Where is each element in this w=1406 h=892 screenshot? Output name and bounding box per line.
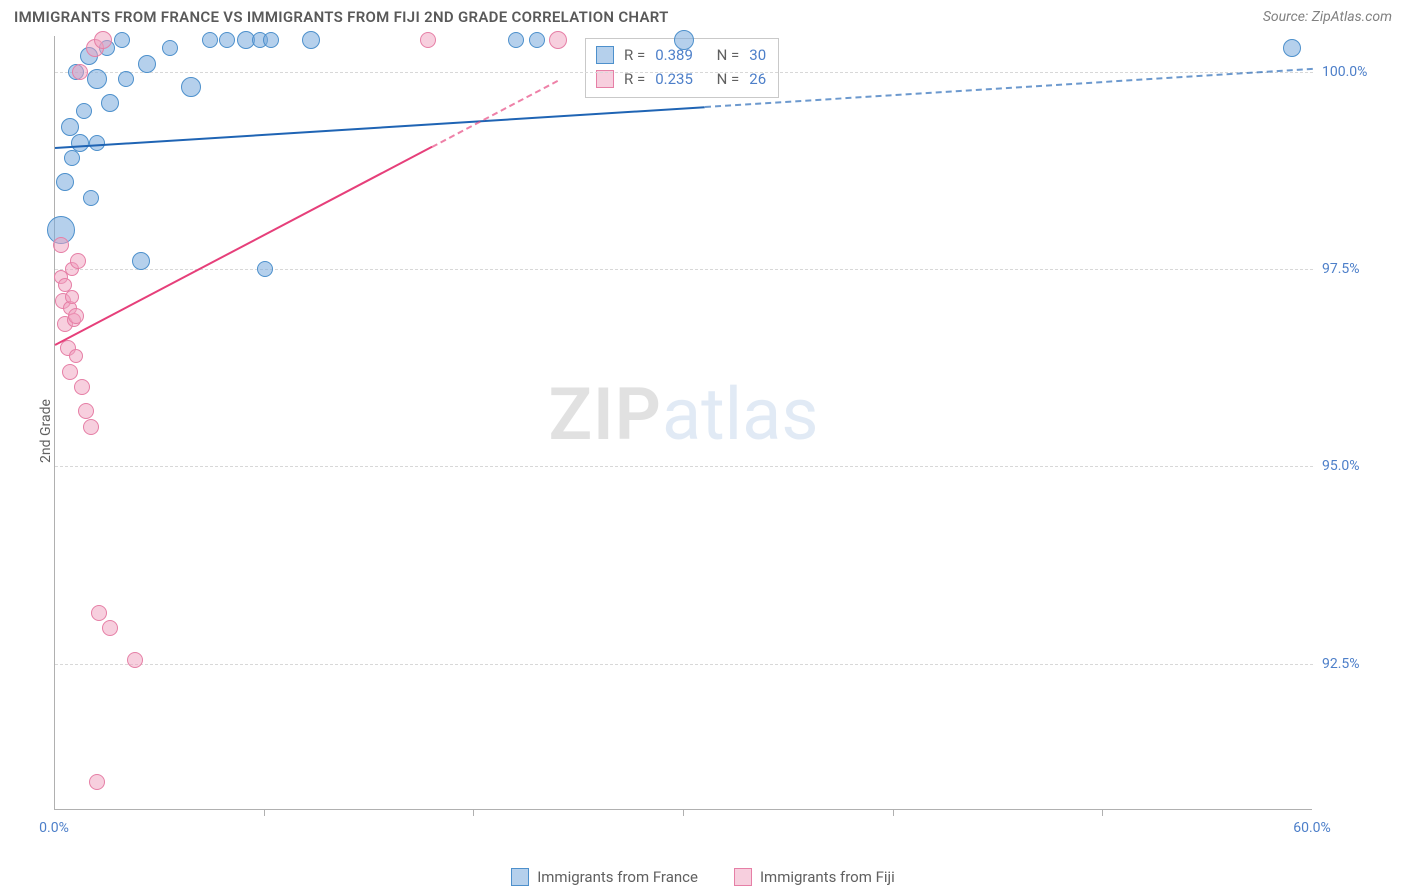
scatter-point-france	[71, 134, 89, 152]
legend: Immigrants from France Immigrants from F…	[0, 868, 1406, 886]
xtick-mark	[264, 810, 265, 816]
scatter-point-fiji	[74, 379, 90, 395]
legend-label-france: Immigrants from France	[537, 868, 698, 886]
scatter-point-fiji	[127, 652, 143, 668]
scatter-point-fiji	[102, 620, 118, 636]
scatter-point-fiji	[549, 31, 567, 49]
scatter-point-france	[1283, 39, 1301, 57]
swatch-fiji	[596, 70, 614, 88]
xtick-mark	[683, 810, 684, 816]
scatter-point-france	[114, 32, 130, 48]
xtick-label: 60.0%	[1293, 820, 1331, 836]
trend-line-fiji	[55, 146, 433, 346]
chart-title: IMMIGRANTS FROM FRANCE VS IMMIGRANTS FRO…	[14, 8, 669, 26]
scatter-point-france	[162, 40, 178, 56]
legend-item-france: Immigrants from France	[511, 868, 698, 886]
scatter-point-fiji	[83, 419, 99, 435]
xtick-mark	[893, 810, 894, 816]
xtick-mark	[473, 810, 474, 816]
watermark-atlas: atlas	[662, 372, 819, 457]
n-label: N =	[717, 43, 740, 67]
scatter-point-fiji	[53, 237, 69, 253]
xtick-mark	[1102, 810, 1103, 816]
ytick-label: 95.0%	[1322, 458, 1360, 474]
trend-line-france	[55, 106, 705, 149]
scatter-point-france	[101, 94, 119, 112]
chart-header: IMMIGRANTS FROM FRANCE VS IMMIGRANTS FRO…	[0, 0, 1406, 30]
r-label: R =	[624, 43, 645, 67]
scatter-point-france	[64, 150, 80, 166]
scatter-point-france	[257, 261, 273, 277]
scatter-point-fiji	[72, 64, 88, 80]
scatter-point-france	[132, 252, 150, 270]
scatter-point-france	[56, 173, 74, 191]
scatter-point-fiji	[78, 403, 94, 419]
scatter-point-france	[83, 190, 99, 206]
swatch-france-icon	[511, 868, 529, 886]
scatter-point-fiji	[65, 290, 79, 304]
scatter-point-france	[302, 31, 320, 49]
scatter-point-france	[87, 69, 107, 89]
gridline-h	[55, 664, 1313, 665]
swatch-fiji-icon	[734, 868, 752, 886]
n-value-france: 30	[749, 43, 766, 67]
scatter-point-france	[674, 30, 694, 50]
y-axis-label: 2nd Grade	[38, 399, 54, 463]
scatter-point-fiji	[62, 364, 78, 380]
chart-container: 2nd Grade ZIPatlas R = 0.389 N = 30 R = …	[54, 36, 1390, 810]
gridline-h	[55, 466, 1313, 467]
scatter-point-france	[202, 32, 218, 48]
ytick-label: 100.0%	[1322, 64, 1367, 80]
scatter-point-france	[529, 32, 545, 48]
scatter-point-france	[508, 32, 524, 48]
swatch-france	[596, 46, 614, 64]
scatter-point-france	[181, 77, 201, 97]
scatter-point-france	[76, 103, 92, 119]
legend-label-fiji: Immigrants from Fiji	[760, 868, 895, 886]
scatter-point-france	[118, 71, 134, 87]
scatter-point-fiji	[89, 774, 105, 790]
scatter-point-fiji	[420, 32, 436, 48]
xtick-label: 0.0%	[39, 820, 69, 836]
source-label: Source: ZipAtlas.com	[1263, 9, 1392, 25]
ytick-label: 92.5%	[1322, 656, 1360, 672]
scatter-point-fiji	[94, 31, 112, 49]
gridline-h	[55, 269, 1313, 270]
scatter-point-france	[138, 55, 156, 73]
scatter-point-fiji	[70, 253, 86, 269]
watermark-zip: ZIP	[548, 372, 661, 457]
scatter-point-france	[89, 135, 105, 151]
trend-line-fiji	[432, 80, 559, 148]
scatter-point-france	[219, 32, 235, 48]
legend-item-fiji: Immigrants from Fiji	[734, 868, 895, 886]
scatter-point-fiji	[69, 349, 83, 363]
watermark: ZIPatlas	[548, 372, 818, 457]
gridline-h	[55, 72, 1313, 73]
ytick-label: 97.5%	[1322, 261, 1360, 277]
scatter-point-france	[263, 32, 279, 48]
scatter-point-fiji	[68, 308, 84, 324]
scatter-point-fiji	[91, 605, 107, 621]
trend-line-france	[705, 68, 1313, 108]
scatter-point-france	[61, 118, 79, 136]
plot-area: ZIPatlas R = 0.389 N = 30 R = 0.235 N = …	[54, 36, 1312, 810]
